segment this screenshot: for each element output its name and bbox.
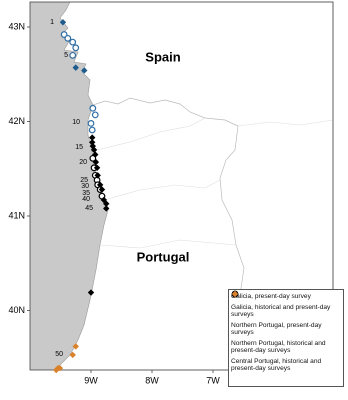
legend-entry: Northern Portugal, present-day surveys [231,290,341,337]
site-marker [87,119,95,127]
site-marker [89,104,97,112]
y-tick-label: 41N [8,210,25,220]
legend-label: Northern Portugal, historical and presen… [231,339,326,355]
legend-entry: Galicia, historical and present-day surv… [231,290,341,319]
site-marker [81,67,88,74]
site-label: 10 [72,119,80,126]
site-marker [91,111,99,119]
site-label: 50 [55,351,63,358]
legend-entry: Galicia, present-day survey [231,290,341,301]
y-tick-label: 42N [8,116,25,126]
site-marker [69,38,77,46]
legend-label: Northern Portugal, present-day surveys [231,321,322,337]
site-marker [96,181,104,189]
site-label: 20 [79,159,87,166]
legend: Galicia, present-day survey Galicia, hist… [228,289,344,387]
site-marker [72,343,79,350]
site-marker [88,126,96,134]
site-marker [90,146,98,154]
site-marker [56,364,64,372]
site-label: 5 [64,52,68,59]
border [92,97,245,296]
y-tick-label: 43N [8,21,25,31]
rivers [96,117,334,249]
site-marker [69,351,76,359]
site-label: 30 [81,183,89,190]
site-marker [94,172,101,179]
site-marker [103,200,110,207]
site-label: 25 [80,177,88,184]
site-label: 15 [75,144,83,151]
site-label: 40 [82,196,90,203]
legend-label: Galicia, present-day survey [231,293,311,300]
site-marker [98,186,106,193]
site-marker [100,196,108,204]
site-marker [89,154,97,162]
site-marker [92,151,99,158]
legend-entry: Central Portugal, historical and present… [231,290,341,373]
y-tick-label: 40N [8,305,25,315]
site-marker [64,34,72,42]
site-marker [72,64,79,71]
x-tick-label: 8W [145,375,159,385]
legend-label: Galicia, historical and present-day surv… [231,303,331,319]
x-tick-label: 7W [206,375,220,385]
site-marker [69,51,77,59]
country-label: Portugal [137,249,190,264]
legend-symbol [231,290,239,298]
site-marker [89,134,96,141]
site-marker [53,366,60,374]
site-marker [92,158,100,166]
site-label: 35 [82,190,90,197]
legend-label: Central Portugal, historical and present… [231,357,322,373]
site-label: 1 [50,19,54,26]
frame [29,1,334,371]
site-marker [93,164,101,172]
x-tick-label: 9W [84,375,98,385]
site-marker [103,205,110,212]
country-label: Spain [145,49,180,64]
site-marker [231,290,239,298]
site-marker [59,19,67,26]
site-label: 45 [85,205,93,212]
site-marker [72,44,80,52]
site-marker [87,289,95,296]
legend-entry: Northern Portugal, historical and presen… [231,290,341,355]
